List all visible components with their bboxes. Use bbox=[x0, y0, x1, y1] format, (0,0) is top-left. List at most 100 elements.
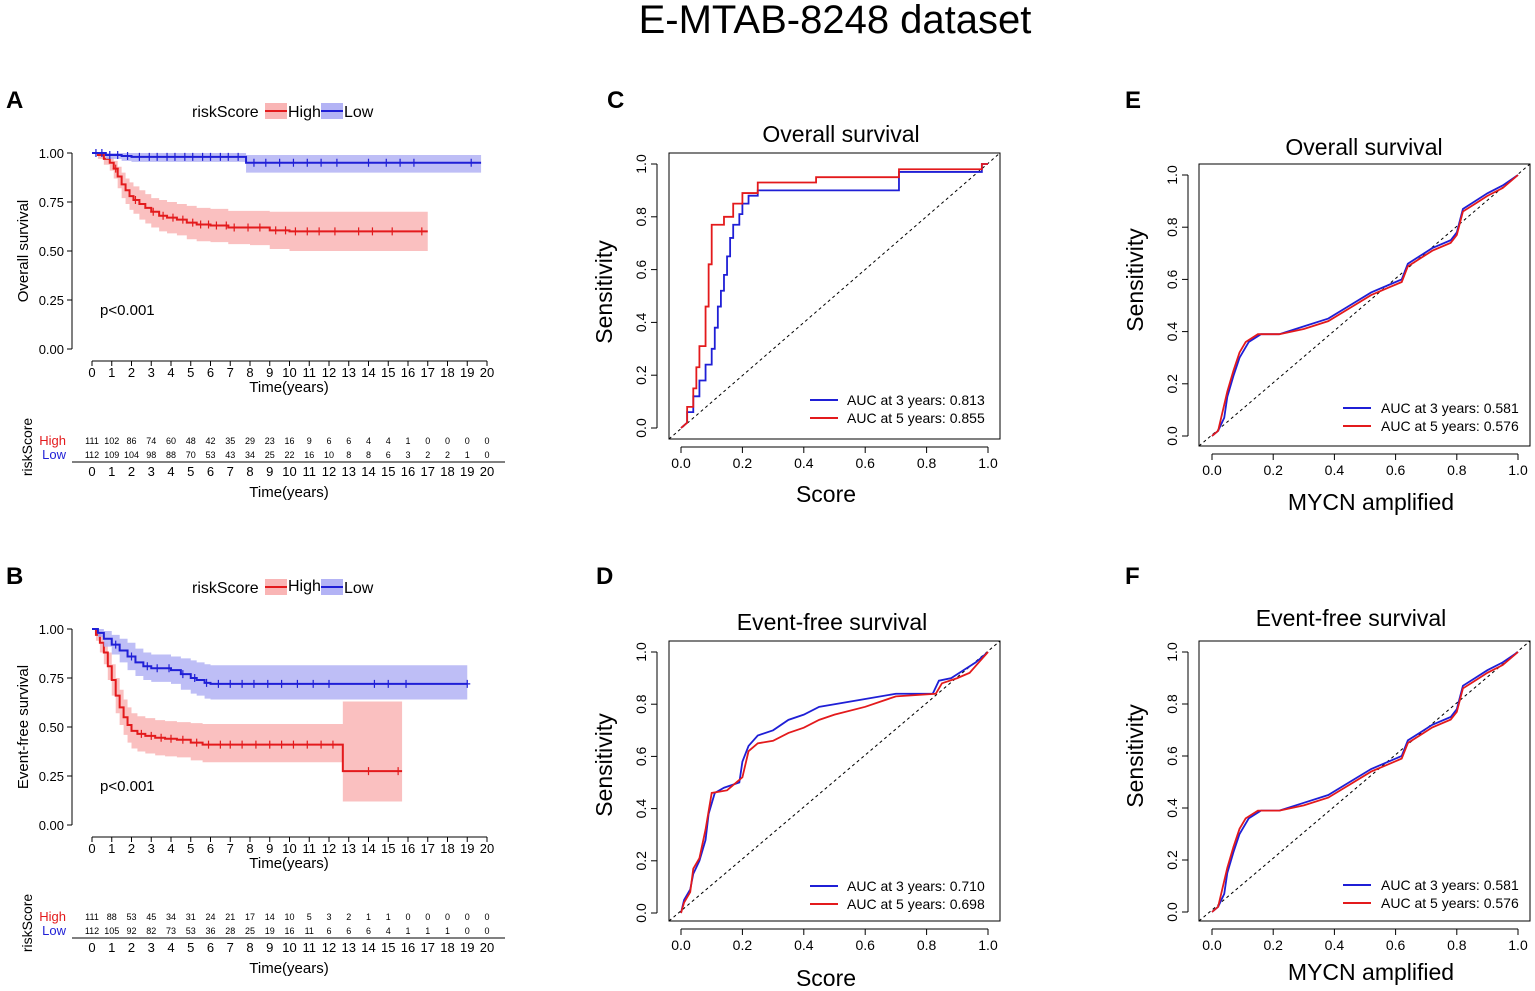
censor-mark-high-a bbox=[160, 211, 167, 220]
censor-mark-low-a bbox=[189, 152, 196, 161]
risk-table-tick-b: 7 bbox=[227, 940, 234, 955]
risk-table-tick-b: 14 bbox=[361, 940, 375, 955]
risk-count-low-b: 0 bbox=[484, 926, 489, 936]
figure-title: E-MTAB-8248 dataset bbox=[639, 0, 1032, 42]
panel-label-c: C bbox=[607, 87, 624, 114]
censor-mark-high-b bbox=[329, 740, 336, 749]
y-axis-label-a: Overall survival bbox=[15, 200, 32, 303]
risk-table-tick-b: 20 bbox=[480, 940, 494, 955]
censor-mark-low-a bbox=[410, 158, 417, 167]
risk-table-tick-b: 4 bbox=[167, 940, 174, 955]
censor-mark-high-b bbox=[148, 731, 155, 740]
censor-mark-high-b bbox=[158, 733, 165, 742]
x-tick-label-a: 0 bbox=[88, 365, 95, 380]
censor-mark-high-a bbox=[231, 223, 238, 232]
risk-table-tick-b: 12 bbox=[322, 940, 336, 955]
risk-count-low-b: 105 bbox=[104, 926, 119, 936]
x-tick-label-b: 19 bbox=[460, 841, 474, 856]
y-tick-label-b: 0.00 bbox=[39, 818, 64, 833]
risk-count-high-b: 88 bbox=[107, 912, 117, 922]
censor-mark-high-b bbox=[217, 740, 224, 749]
risk-count-low-a: 112 bbox=[85, 450, 99, 460]
censor-mark-high-b bbox=[239, 740, 246, 749]
y-tick-label-c: 0.8 bbox=[633, 207, 649, 227]
risk-count-high-b: 34 bbox=[166, 912, 176, 922]
censor-mark-low-b bbox=[203, 678, 210, 687]
panel-e-roc-overall-mycn: E Overall survival Sensitivity MYCN ampl… bbox=[1122, 87, 1531, 515]
censor-mark-low-b bbox=[294, 679, 301, 688]
x-tick-label-c: 0.2 bbox=[733, 455, 753, 471]
x-tick-label-a: 16 bbox=[401, 365, 415, 380]
censor-mark-high-a bbox=[282, 226, 289, 235]
censor-mark-low-b bbox=[385, 679, 392, 688]
y-tick-label-e: 0.4 bbox=[1164, 322, 1180, 342]
risk-table-tick-b: 6 bbox=[207, 940, 214, 955]
y-tick-label-e: 1.0 bbox=[1164, 165, 1180, 185]
censor-mark-high-a bbox=[213, 221, 220, 230]
censor-mark-low-a bbox=[154, 152, 161, 161]
y-tick-label-a: 0.00 bbox=[39, 342, 64, 357]
risk-count-low-a: 22 bbox=[284, 450, 294, 460]
censor-mark-low-a bbox=[124, 151, 131, 160]
censor-mark-low-b bbox=[464, 679, 471, 688]
risk-count-high-b: 31 bbox=[186, 912, 196, 922]
x-tick-label-b: 13 bbox=[342, 841, 356, 856]
risk-count-low-b: 1 bbox=[405, 926, 410, 936]
roc-title-d: Event-free survival bbox=[737, 609, 927, 635]
censor-mark-high-b bbox=[395, 767, 402, 776]
x-tick-label-b: 10 bbox=[282, 841, 296, 856]
x-tick-label-f: 0.0 bbox=[1202, 937, 1222, 953]
censor-mark-high-b bbox=[205, 740, 212, 749]
x-tick-label-a: 11 bbox=[303, 365, 317, 380]
censor-mark-low-b bbox=[250, 679, 257, 688]
censor-mark-high-a bbox=[245, 223, 252, 232]
censor-mark-high-b bbox=[365, 767, 372, 776]
risk-count-low-a: 70 bbox=[186, 450, 196, 460]
y-tick-label-f: 1.0 bbox=[1164, 642, 1180, 662]
censor-mark-high-a bbox=[389, 227, 396, 236]
y-tick-label-b: 0.75 bbox=[39, 671, 64, 686]
y-tick-label-d: 0.8 bbox=[633, 694, 649, 714]
plot-frame-d bbox=[668, 640, 1001, 922]
risk-table-tick-a: 17 bbox=[421, 464, 435, 479]
censor-mark-low-a bbox=[199, 152, 206, 161]
x-tick-label-e: 0.8 bbox=[1447, 462, 1467, 478]
censor-mark-low-b bbox=[278, 679, 285, 688]
risk-table-tick-a: 11 bbox=[303, 464, 317, 479]
censor-mark-high-a bbox=[355, 227, 362, 236]
risk-count-high-a: 0 bbox=[465, 436, 470, 446]
censor-mark-low-a bbox=[92, 149, 99, 157]
risk-count-low-b: 19 bbox=[265, 926, 275, 936]
censor-mark-high-b bbox=[304, 740, 311, 749]
legend-text-5yr-f: AUC at 5 years: 0.576 bbox=[1381, 895, 1519, 911]
x-tick-label-a: 15 bbox=[381, 365, 395, 380]
risk-count-high-a: 0 bbox=[425, 436, 430, 446]
censor-mark-low-b bbox=[154, 664, 161, 673]
risk-table-tick-a: 6 bbox=[207, 464, 214, 479]
y-tick-label-f: 0.0 bbox=[1164, 902, 1180, 922]
y-tick-label-c: 0.6 bbox=[633, 260, 649, 280]
censor-mark-high-a bbox=[331, 227, 338, 236]
pvalue-b: p<0.001 bbox=[100, 778, 155, 795]
risk-count-low-b: 82 bbox=[146, 926, 156, 936]
ci-band-low-b bbox=[92, 629, 468, 700]
y-tick-label-d: 0.4 bbox=[633, 799, 649, 819]
risk-count-low-b: 112 bbox=[85, 926, 99, 936]
risk-row-label-low-b: Low bbox=[42, 923, 66, 938]
risk-table-tick-b: 1 bbox=[108, 940, 115, 955]
panel-label-d: D bbox=[596, 563, 613, 590]
risk-table-tick-a: 3 bbox=[148, 464, 155, 479]
censor-mark-low-a bbox=[98, 149, 105, 157]
plot-frame-f bbox=[1198, 640, 1531, 922]
risk-count-low-a: 43 bbox=[225, 450, 235, 460]
x-tick-label-d: 0.2 bbox=[733, 937, 753, 953]
x-tick-label-c: 0.0 bbox=[671, 455, 691, 471]
censor-mark-high-a bbox=[304, 227, 311, 236]
censor-mark-low-b bbox=[112, 640, 119, 649]
risk-table-title-a: riskScore bbox=[19, 418, 35, 477]
risk-count-high-a: 74 bbox=[146, 436, 156, 446]
risk-table-xlabel-a: Time(years) bbox=[249, 484, 328, 501]
risk-table-title-b: riskScore bbox=[19, 894, 35, 953]
y-axis-label-c: Sensitivity bbox=[591, 240, 617, 344]
risk-count-low-b: 28 bbox=[225, 926, 235, 936]
